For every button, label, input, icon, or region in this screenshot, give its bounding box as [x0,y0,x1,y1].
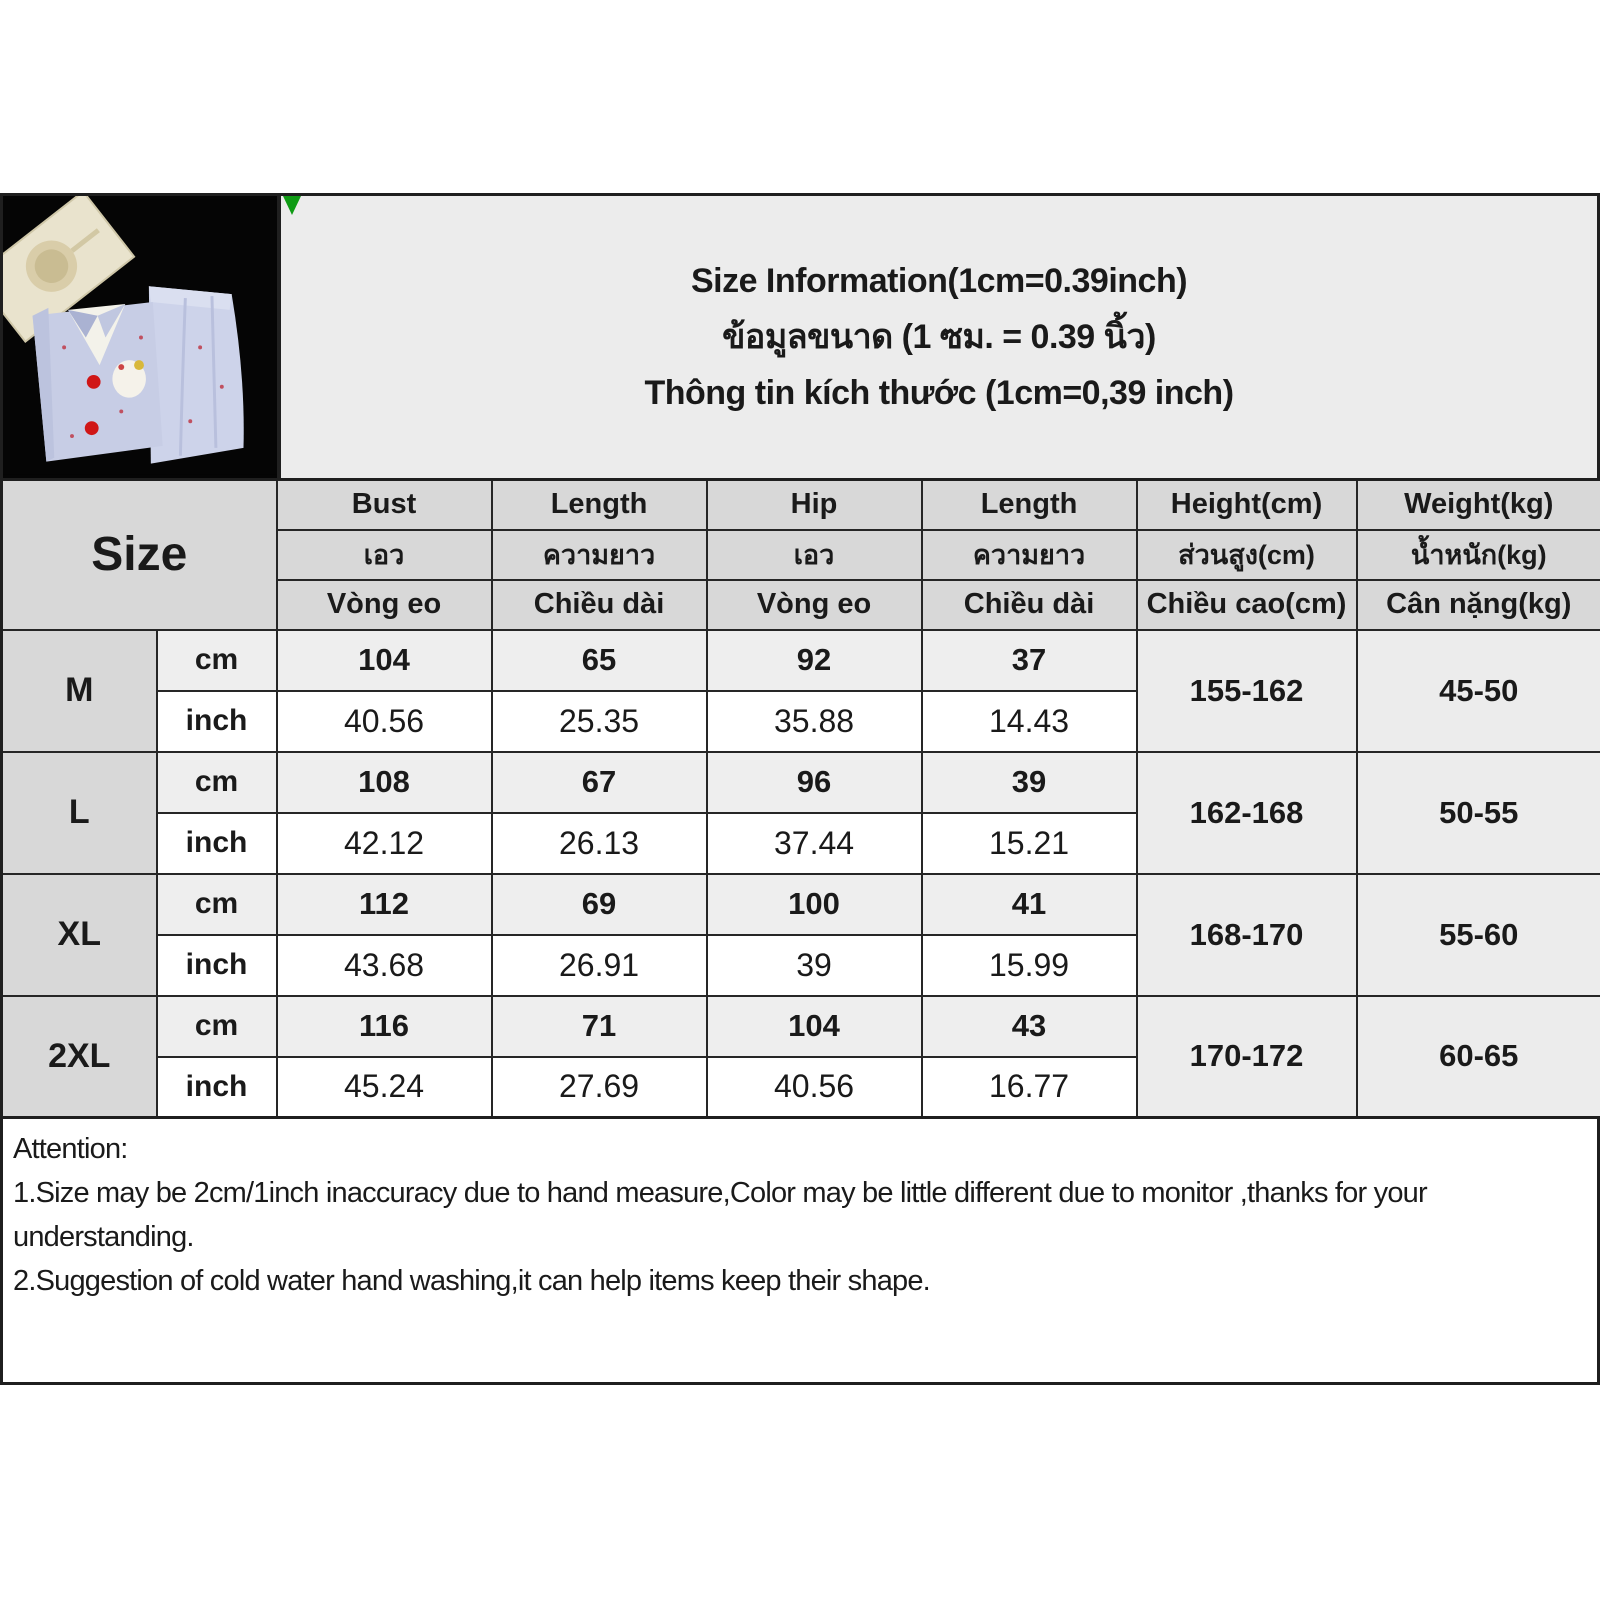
size-cell-xl: XL [0,872,158,997]
unit-cell: cm [155,994,278,1058]
table-row-xl-cm: XL cm 112 69 100 41 168-170 55-60 [0,872,1600,997]
value-cell: 35.88 [705,689,923,753]
attention-notes: Attention: 1.Size may be 2cm/1inch inacc… [0,1119,1600,1385]
table-row-2xl-inch: inch 45.24 27.69 40.56 16.77 [2,1055,1600,1119]
value-cell: 67 [490,750,708,814]
value-cell: 92 [705,628,923,692]
height-cell: 155-162 [1135,628,1358,753]
value-cell: 45.24 [275,1055,493,1119]
col-header-bust-th: เอว [275,528,493,581]
attention-heading: Attention: [13,1133,128,1165]
value-cell: 71 [490,994,708,1058]
col-header-height-en: Height(cm) [1135,478,1358,531]
pajama-shirt-icon [32,302,163,462]
value-cell: 26.91 [490,933,708,997]
col-header-length-th: ความยาว [490,528,708,581]
value-cell: 100 [705,872,923,936]
col-header-length2-en: Length [920,478,1138,531]
value-cell: 69 [490,872,708,936]
value-cell: 39 [705,933,923,997]
pajama-shorts-icon [148,286,244,464]
col-header-hip-th: เอว [705,528,923,581]
col-header-weight-th: น้ำหนัก(kg) [1355,528,1600,581]
col-header-hip-vi: Vòng eo [705,578,923,631]
value-cell: 37 [920,628,1138,692]
table-row-l-cm: L cm 108 67 96 39 162-168 50-55 [0,750,1600,875]
table-row-2xl-cm: 2XL cm 116 71 104 43 170-172 60-65 [0,994,1600,1119]
weight-cell: 55-60 [1355,872,1600,997]
size-chart-table: Size Bust Length Hip Length Height(cm) W… [0,478,1600,1119]
height-cell: 168-170 [1135,872,1358,997]
value-cell: 40.56 [705,1055,923,1119]
value-cell: 37.44 [705,811,923,875]
table-row-m-cm: M cm 104 65 92 37 155-162 45-50 [0,628,1600,753]
weight-cell: 60-65 [1355,994,1600,1119]
value-cell: 112 [275,872,493,936]
size-chart-sheet: Size Information(1cm=0.39inch) ข้อมูลขนา… [0,193,1600,1385]
unit-cell: inch [155,1055,278,1119]
value-cell: 15.99 [920,933,1138,997]
col-header-length2-th: ความยาว [920,528,1138,581]
value-cell: 96 [705,750,923,814]
unit-cell: cm [155,628,278,692]
value-cell: 14.43 [920,689,1138,753]
col-header-hip-en: Hip [705,478,923,531]
value-cell: 116 [275,994,493,1058]
value-cell: 25.35 [490,689,708,753]
size-cell-2xl: 2XL [0,994,158,1119]
col-header-height-vi: Chiều cao(cm) [1135,578,1358,631]
value-cell: 27.69 [490,1055,708,1119]
value-cell: 104 [705,994,923,1058]
col-header-length2-vi: Chiều dài [920,578,1138,631]
attention-note-2: 2.Suggestion of cold water hand washing,… [13,1265,931,1297]
height-cell: 162-168 [1135,750,1358,875]
col-header-weight-vi: Cân nặng(kg) [1355,578,1600,631]
value-cell: 108 [275,750,493,814]
value-cell: 65 [490,628,708,692]
size-header-cell: Size [0,478,278,631]
col-header-bust-vi: Vòng eo [275,578,493,631]
unit-cell: cm [155,872,278,936]
attention-note-1: 1.Size may be 2cm/1inch inaccuracy due t… [13,1177,1428,1253]
title-cell: Size Information(1cm=0.39inch) ข้อมูลขนา… [281,196,1597,478]
title-vietnamese: Thông tin kích thước (1cm=0,39 inch) [644,374,1234,412]
table-row-m-inch: inch 40.56 25.35 35.88 14.43 [2,689,1600,753]
col-header-length-en: Length [490,478,708,531]
value-cell: 43.68 [275,933,493,997]
product-photo [3,196,281,478]
value-cell: 43 [920,994,1138,1058]
size-cell-m: M [0,628,158,753]
value-cell: 104 [275,628,493,692]
value-cell: 42.12 [275,811,493,875]
value-cell: 39 [920,750,1138,814]
tray-icon [3,196,136,344]
weight-cell: 45-50 [1355,628,1600,753]
pajama-set-photo-icon [3,196,277,475]
value-cell: 16.77 [920,1055,1138,1119]
size-cell-l: L [0,750,158,875]
green-corner-triangle-icon [283,196,301,215]
header-band: Size Information(1cm=0.39inch) ข้อมูลขนา… [0,193,1600,478]
height-cell: 170-172 [1135,994,1358,1119]
col-header-length-vi: Chiều dài [490,578,708,631]
value-cell: 26.13 [490,811,708,875]
value-cell: 15.21 [920,811,1138,875]
table-row-xl-inch: inch 43.68 26.91 39 15.99 [2,933,1600,997]
kitty-patch-icon [112,360,146,398]
table-row-l-inch: inch 42.12 26.13 37.44 15.21 [2,811,1600,875]
value-cell: 41 [920,872,1138,936]
title-thai: ข้อมูลขนาด (1 ซม. = 0.39 นิ้ว) [722,318,1156,356]
unit-cell: cm [155,750,278,814]
col-header-height-th: ส่วนสูง(cm) [1135,528,1358,581]
col-header-weight-en: Weight(kg) [1355,478,1600,531]
title-english: Size Information(1cm=0.39inch) [690,262,1188,300]
unit-cell: inch [155,689,278,753]
unit-cell: inch [155,811,278,875]
value-cell: 40.56 [275,689,493,753]
weight-cell: 50-55 [1355,750,1600,875]
col-header-bust-en: Bust [275,478,493,531]
unit-cell: inch [155,933,278,997]
